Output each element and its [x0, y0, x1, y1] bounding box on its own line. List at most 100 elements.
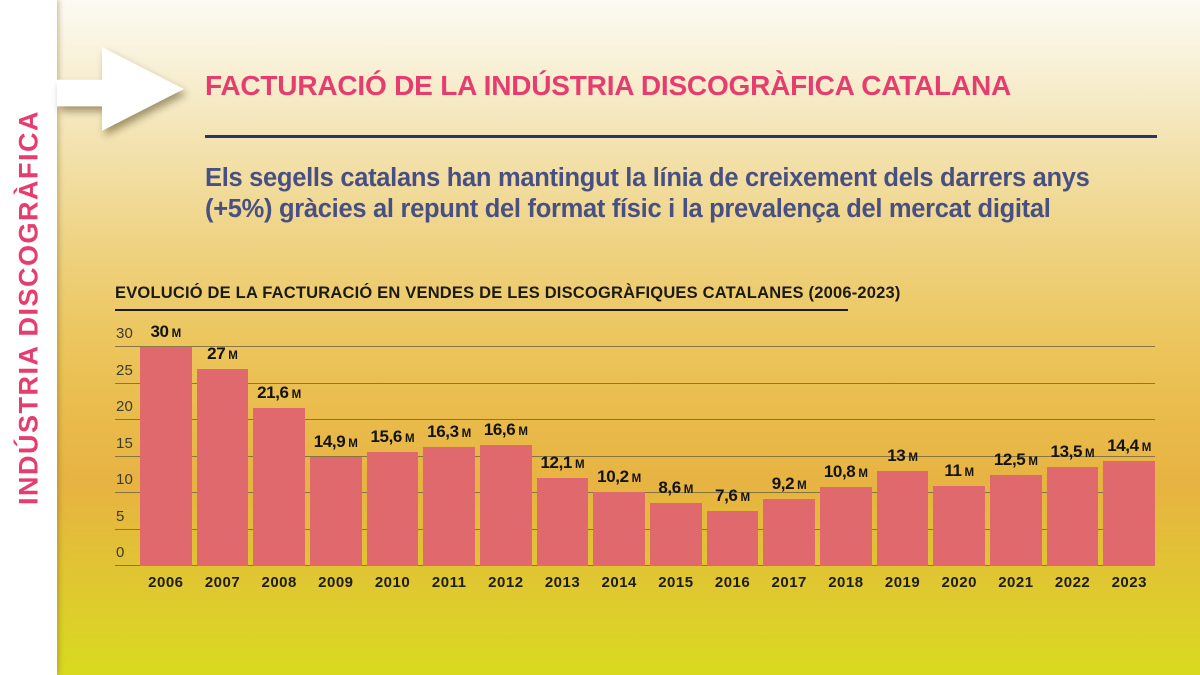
y-tick-label-30: 30	[116, 325, 134, 342]
bar-value-label-2021: 12,5 M	[993, 449, 1038, 469]
bar-cell-2017: 9,2 M 2017	[763, 347, 816, 590]
bar-value-unit: M	[1085, 447, 1095, 460]
bar-value-label-2018: 10,8 M	[823, 461, 868, 481]
bar-cell-2012: 16,6 M 2012	[480, 347, 532, 590]
bar-2015	[650, 503, 702, 566]
bar-value-label-2010: 15,6 M	[370, 426, 415, 446]
bar-value-unit: M	[631, 472, 642, 485]
bar-value-unit: M	[518, 425, 528, 438]
bar-value-label-2017: 9,2 M	[771, 473, 807, 493]
bar-2019	[876, 471, 929, 566]
y-tick-label-0: 0	[116, 544, 125, 561]
bar-value-label-2015: 8,6 M	[658, 477, 694, 497]
x-tick-label-2015: 2015	[658, 574, 694, 591]
gridline-20	[115, 419, 1155, 420]
x-tick-label-2018: 2018	[828, 574, 864, 591]
bar-cell-2014: 10,2 M 2014	[593, 347, 646, 590]
bar-value-unit: M	[683, 483, 694, 496]
bar-2010	[366, 452, 419, 566]
x-tick-label-2013: 2013	[544, 574, 581, 591]
bar-cell-2015: 8,6 M 2015	[650, 347, 702, 590]
plot-area: 0 5 10 15 20 25 30 30 M 2006 27 M 2007 21,6 M 2008 14,9 M…	[115, 323, 1156, 590]
x-tick-label-2019: 2019	[884, 574, 921, 591]
x-tick-label-2012: 2012	[488, 574, 524, 591]
y-tick-label-20: 20	[116, 398, 134, 415]
y-tick-label-15: 15	[116, 434, 134, 452]
bar-value-label-2016: 7,6 M	[715, 485, 751, 505]
bar-value-unit: M	[1028, 455, 1038, 468]
x-tick-label-2011: 2011	[431, 574, 467, 591]
bar-value-unit: M	[797, 479, 807, 492]
x-tick-label-2010: 2010	[374, 574, 411, 591]
bar-value-unit: M	[1141, 441, 1152, 454]
bar-2009	[310, 457, 362, 566]
x-tick-label-2021: 2021	[998, 574, 1034, 591]
bar-value-unit: M	[291, 388, 302, 401]
bar-2008	[253, 408, 306, 566]
bar-cell-2016: 7,6 M 2016	[706, 347, 759, 590]
bar-value-unit: M	[908, 451, 918, 464]
bar-cell-2018: 10,8 M 2018	[820, 347, 872, 590]
x-tick-label-2008: 2008	[261, 574, 297, 591]
title-divider	[205, 135, 1157, 138]
bar-value-label-2022: 13,5 M	[1050, 441, 1095, 461]
bar-value-label-2009: 14,9 M	[313, 431, 358, 451]
arrow-shape	[57, 47, 184, 131]
y-tick-label-10: 10	[116, 471, 134, 488]
bar-value-unit: M	[574, 458, 585, 471]
gridline-15	[115, 455, 1155, 457]
bar-2014	[593, 492, 646, 566]
bar-value-unit: M	[404, 432, 415, 445]
bar-value-unit: M	[171, 327, 182, 340]
x-tick-label-2014: 2014	[601, 574, 637, 591]
subtitle: Els segells catalans han mantingut la lí…	[205, 164, 1090, 223]
bar-2021	[990, 475, 1042, 566]
bar-value-label-2006: 30 M	[150, 321, 182, 341]
bar-cell-2020: 11 M 2020	[933, 347, 986, 590]
y-tick-label-5: 5	[116, 507, 125, 525]
bar-value-unit: M	[740, 491, 751, 504]
bar-cell-2013: 12,1 M 2013	[536, 347, 589, 590]
bar-value-label-2011: 16,3 M	[427, 421, 472, 441]
bar-value-unit: M	[858, 467, 868, 480]
bar-value-unit: M	[228, 349, 238, 362]
sidebar-vertical-label: INDÚSTRIA DISCOGRÀFICA	[13, 110, 43, 505]
bars-row: 30 M 2006 27 M 2007 21,6 M 2008 14,9 M 2009 15,6 M 201…	[140, 323, 1156, 590]
y-tick-label-25: 25	[116, 361, 134, 379]
x-tick-label-2016: 2016	[714, 574, 751, 591]
gridline-30	[115, 346, 1155, 347]
bar-value-label-2023: 14,4 M	[1107, 435, 1152, 455]
bar-2013	[536, 478, 589, 566]
x-tick-label-2007: 2007	[204, 574, 241, 591]
bar-cell-2010: 15,6 M 2010	[366, 347, 419, 590]
x-tick-label-2006: 2006	[148, 574, 184, 591]
gridline-25	[115, 382, 1155, 384]
x-tick-label-2017: 2017	[771, 574, 807, 591]
bar-2011	[423, 447, 476, 566]
bar-value-unit: M	[461, 427, 472, 440]
x-tick-label-2020: 2020	[941, 574, 977, 591]
bar-value-label-2012: 16,6 M	[483, 419, 528, 439]
bar-cell-2023: 14,4 M 2023	[1103, 347, 1156, 590]
bar-cell-2011: 16,3 M 2011	[423, 347, 476, 590]
bar-cell-2022: 13,5 M 2022	[1046, 347, 1099, 590]
bar-cell-2007: 27 M 2007	[196, 343, 249, 590]
bar-value-label-2007: 27 M	[207, 343, 238, 363]
x-tick-label-2023: 2023	[1111, 574, 1147, 591]
bar-cell-2008: 21,6 M 2008	[253, 347, 306, 590]
x-tick-label-2009: 2009	[318, 574, 354, 591]
bar-value-label-2020: 11 M	[944, 460, 975, 480]
bar-2006	[140, 347, 192, 566]
bar-cell-2021: 12,5 M 2021	[990, 347, 1042, 590]
bar-2012	[480, 445, 532, 566]
bar-2007	[196, 369, 249, 566]
bar-cell-2006: 30 M 2006	[140, 323, 192, 590]
bar-cell-2009: 14,9 M 2009	[310, 347, 362, 590]
bar-2016	[706, 511, 759, 566]
bar-value-label-2008: 21,6 M	[257, 382, 302, 402]
arrow-right-icon	[57, 47, 184, 131]
chart-title: EVOLUCIÓ DE LA FACTURACIÓ EN VENDES DE L…	[115, 284, 900, 311]
bar-2020	[933, 486, 986, 566]
page-title: FACTURACIÓ DE LA INDÚSTRIA DISCOGRÀFICA …	[205, 70, 1011, 101]
